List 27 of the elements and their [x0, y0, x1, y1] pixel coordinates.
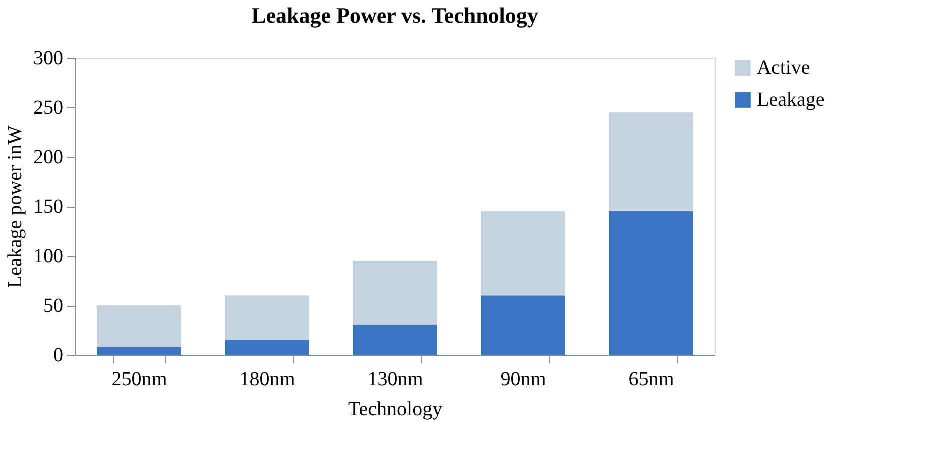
bar	[353, 325, 437, 355]
chart-title: Leakage Power vs. Technology	[252, 3, 538, 28]
x-tick-label: 250nm	[112, 368, 168, 390]
y-tick-label: 150	[34, 196, 64, 218]
bar	[97, 306, 181, 348]
bar	[353, 260, 437, 326]
y-tick-label: 100	[34, 246, 64, 268]
bar	[609, 211, 693, 355]
x-tick-label: 65nm	[628, 368, 675, 390]
x-tick-label: 130nm	[368, 368, 424, 390]
y-tick-label: 300	[34, 48, 64, 70]
legend-label: Leakage	[757, 89, 825, 111]
bar	[225, 296, 309, 340]
bar	[225, 340, 309, 355]
x-tick-label: 180nm	[240, 368, 296, 390]
bar	[97, 347, 181, 355]
y-tick-label: 50	[44, 295, 64, 317]
bar	[609, 112, 693, 212]
bar	[481, 296, 565, 355]
y-tick-label: 0	[54, 344, 64, 366]
y-tick-label: 200	[34, 146, 64, 168]
bar	[481, 211, 565, 296]
x-axis-title: Technology	[348, 398, 443, 420]
x-tick-label: 90nm	[500, 368, 547, 390]
y-tick-label: 250	[34, 97, 64, 119]
y-axis-title: Leakage power inW	[4, 126, 26, 288]
legend-label: Active	[757, 57, 810, 79]
